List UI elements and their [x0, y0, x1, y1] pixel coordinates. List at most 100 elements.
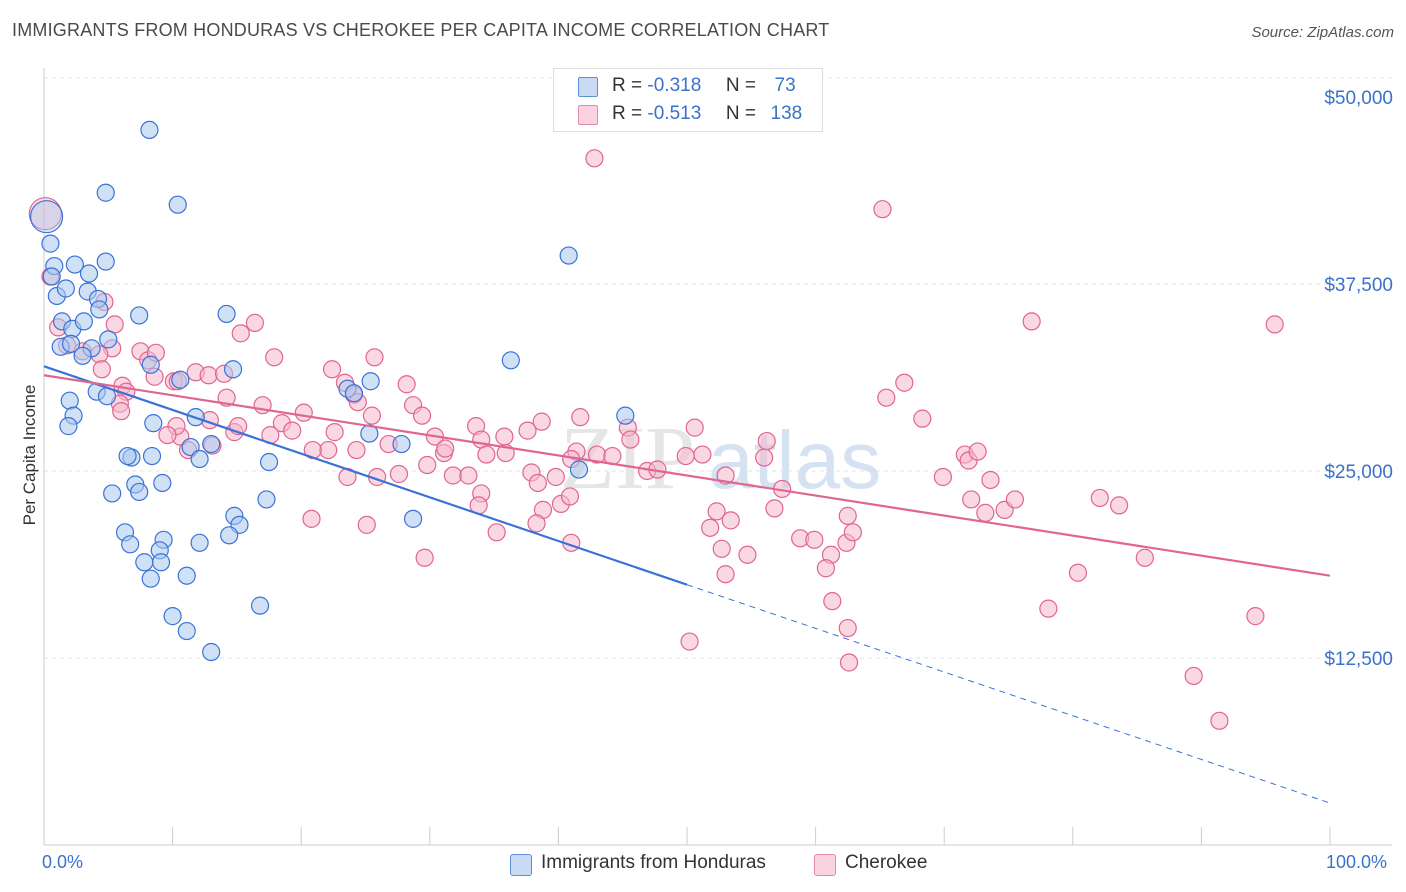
data-point — [716, 565, 735, 584]
data-point — [680, 632, 699, 651]
n-value: 138 — [770, 103, 803, 124]
data-point — [933, 467, 953, 487]
data-point — [981, 470, 1000, 490]
r-label: R = — [612, 75, 643, 96]
data-point — [294, 403, 313, 422]
data-point — [877, 388, 896, 407]
stats-box: R = -0.318 N = 73 R = -0.513 N = 138 — [553, 68, 823, 132]
data-point — [202, 434, 221, 454]
data-point — [1090, 488, 1109, 508]
data-point — [99, 330, 118, 349]
y-tick-label: $37,500 — [1324, 275, 1393, 296]
data-point — [171, 370, 190, 389]
data-point — [477, 445, 496, 464]
data-point — [347, 440, 366, 460]
data-point — [738, 545, 757, 564]
data-point — [135, 553, 154, 572]
data-point — [202, 642, 221, 662]
data-point — [721, 511, 740, 530]
data-point — [546, 467, 565, 487]
data-point — [130, 306, 149, 325]
chart-title: IMMIGRANTS FROM HONDURAS VS CHEROKEE PER… — [12, 20, 830, 40]
data-point — [42, 267, 61, 286]
data-point — [816, 559, 835, 578]
stats-swatch-blue — [578, 77, 598, 97]
data-point — [755, 448, 774, 467]
data-point — [319, 440, 338, 460]
y-tick-label: $25,000 — [1324, 462, 1393, 483]
data-point — [839, 653, 859, 672]
data-point — [571, 408, 590, 427]
data-point — [325, 423, 344, 442]
data-point — [257, 490, 276, 509]
data-point — [361, 372, 380, 391]
data-point — [158, 425, 177, 445]
data-point — [757, 431, 776, 451]
data-point — [217, 304, 236, 324]
data-point — [805, 530, 824, 549]
data-point — [96, 183, 115, 202]
data-point — [259, 452, 279, 472]
data-point — [501, 351, 520, 370]
data-point — [220, 526, 239, 545]
n-value: 73 — [774, 75, 796, 96]
data-point — [873, 200, 892, 219]
data-point — [1068, 563, 1088, 582]
data-point — [92, 360, 111, 379]
data-point — [79, 264, 99, 283]
data-point — [1265, 315, 1284, 334]
data-point — [357, 515, 376, 534]
data-point — [765, 499, 784, 518]
stats-text: R = -0.513 N = 138 — [612, 103, 802, 125]
data-point — [142, 446, 162, 466]
data-point — [838, 618, 857, 638]
data-point — [621, 430, 640, 449]
data-point — [838, 506, 857, 525]
data-point — [1039, 599, 1058, 618]
data-point — [163, 607, 182, 626]
data-point — [459, 466, 478, 485]
data-point — [397, 375, 416, 394]
legend: Immigrants from Honduras Cherokee — [0, 852, 1406, 878]
data-point — [103, 484, 122, 503]
data-point — [1022, 312, 1041, 331]
data-point — [362, 406, 382, 425]
cherokee-trend-line — [43, 374, 1331, 577]
data-point — [60, 391, 79, 410]
data-point — [177, 566, 196, 585]
data-point — [976, 503, 995, 522]
data-point — [559, 246, 578, 265]
data-point — [96, 252, 115, 271]
data-point — [118, 446, 137, 466]
x-axis-min-label: 0.0% — [42, 852, 84, 872]
honduras-points — [29, 120, 635, 662]
data-point — [245, 313, 265, 332]
y-tick-labels: $12,500 $25,000 $37,500 $50,000 — [1324, 88, 1393, 670]
data-point — [701, 518, 720, 537]
data-point — [415, 548, 434, 567]
data-point — [141, 355, 160, 374]
honduras-trend-line — [43, 365, 688, 586]
data-point — [250, 596, 270, 615]
data-point — [65, 255, 84, 274]
data-point — [436, 439, 455, 458]
legend-label: Immigrants from Honduras — [541, 852, 766, 873]
trend-lines — [43, 365, 1331, 804]
data-point — [344, 384, 364, 403]
data-point — [443, 466, 463, 485]
data-point — [73, 346, 92, 365]
y-tick-label: $12,500 — [1324, 649, 1393, 670]
data-point — [265, 348, 284, 367]
stats-swatch-pink — [578, 105, 598, 125]
data-point — [90, 300, 109, 319]
r-label: R = — [612, 103, 643, 124]
data-point — [141, 569, 160, 588]
data-point — [105, 315, 124, 334]
data-point — [823, 592, 842, 611]
data-point — [217, 388, 236, 407]
legend-label: Cherokee — [845, 852, 928, 873]
data-point — [389, 464, 409, 484]
data-point — [707, 502, 726, 521]
data-point — [585, 149, 604, 168]
data-point — [322, 360, 342, 379]
